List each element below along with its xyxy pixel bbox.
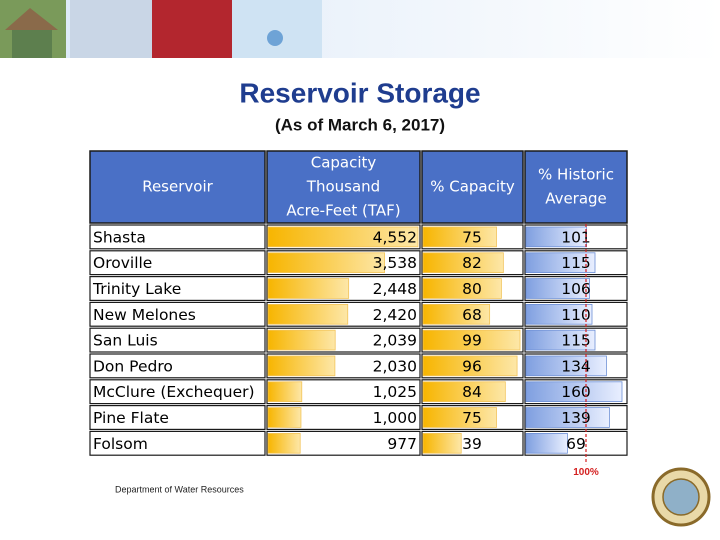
historic-bar [525, 303, 593, 325]
capacity-value: 2,448 [373, 280, 417, 298]
header-cell [89, 150, 266, 224]
reservoir-name: San Luis [93, 332, 158, 350]
title: Reservoir Storage [239, 77, 480, 108]
historic-value: 115 [561, 332, 591, 350]
percent-bar [422, 381, 506, 402]
historic-bar [525, 252, 596, 274]
header-text: Thousand [306, 178, 380, 196]
percent-value: 96 [462, 357, 482, 375]
cell [89, 430, 266, 456]
capacity-value: 4,552 [373, 228, 417, 246]
cell [89, 276, 266, 302]
percent-value: 75 [462, 228, 482, 246]
cell [89, 353, 266, 379]
capacity-bar [267, 329, 336, 351]
percent-value: 68 [462, 306, 482, 324]
percent-value: 84 [462, 383, 482, 401]
reservoir-name: Trinity Lake [92, 280, 181, 298]
header-cell [266, 150, 421, 224]
historic-value: 139 [561, 409, 591, 427]
footer: Department of Water Resources [115, 484, 244, 494]
percent-value: 80 [462, 280, 482, 298]
capacity-value: 2,030 [373, 357, 417, 375]
header-text: % Capacity [430, 178, 515, 196]
seal [651, 467, 711, 527]
cell [89, 224, 266, 250]
header-text: Capacity [311, 154, 377, 172]
capacity-bar [267, 226, 419, 248]
percent-value: 75 [462, 409, 482, 427]
historic-value: 101 [561, 228, 591, 246]
header-text: Reservoir [142, 178, 213, 196]
cell [266, 430, 421, 456]
cell [89, 301, 266, 327]
cell [89, 327, 266, 353]
percent-value: 82 [462, 254, 482, 272]
percent-bar [422, 432, 462, 454]
reservoir-name: Shasta [93, 228, 146, 246]
historic-value: 69 [566, 435, 586, 453]
percent-bar [422, 226, 497, 248]
subtitle: (As of March 6, 2017) [275, 115, 445, 134]
cell [89, 379, 266, 405]
capacity-bar [267, 355, 336, 377]
cell [89, 250, 266, 276]
percent-bar [422, 278, 502, 299]
capacity-value: 977 [387, 435, 417, 453]
percent-bar [422, 252, 504, 274]
capacity-bar [267, 303, 349, 325]
percent-value: 99 [462, 332, 482, 350]
reservoir-name: McClure (Exchequer) [93, 383, 255, 401]
capacity-bar [267, 407, 302, 428]
cell [89, 405, 266, 431]
historic-bar [525, 329, 596, 351]
capacity-bar [267, 432, 301, 454]
header-text: % Historic [538, 166, 614, 184]
reference-label: 100% [573, 467, 599, 478]
percent-value: 39 [462, 435, 482, 453]
historic-value: 106 [561, 280, 591, 298]
header-cell [421, 150, 524, 224]
reservoir-name: Pine Flate [93, 409, 169, 427]
cell [266, 379, 421, 405]
capacity-value: 2,039 [373, 332, 417, 350]
reservoir-name: Folsom [93, 435, 148, 453]
capacity-value: 1,025 [373, 383, 417, 401]
capacity-bar [267, 252, 385, 274]
header-text: Average [545, 190, 607, 208]
historic-value: 110 [561, 306, 591, 324]
historic-value: 160 [561, 383, 591, 401]
percent-bar [422, 407, 497, 428]
historic-value: 115 [561, 254, 591, 272]
cell [266, 405, 421, 431]
capacity-value: 1,000 [373, 409, 417, 427]
percent-bar [422, 303, 491, 325]
banner [0, 0, 720, 58]
reservoir-name: New Melones [93, 306, 196, 324]
percent-bar [422, 329, 521, 351]
historic-bar [525, 432, 568, 454]
historic-value: 134 [561, 357, 591, 375]
historic-bar [525, 407, 610, 428]
historic-bar [525, 278, 590, 299]
reservoir-name: Don Pedro [93, 357, 173, 375]
header-text: Acre-Feet (TAF) [286, 202, 400, 220]
capacity-value: 3,538 [373, 254, 417, 272]
reservoir-name: Oroville [93, 254, 152, 272]
capacity-bar [267, 381, 303, 402]
historic-bar [525, 381, 623, 402]
capacity-bar [267, 278, 350, 299]
capacity-value: 2,420 [373, 306, 417, 324]
percent-bar [422, 355, 518, 377]
header-cell [524, 150, 628, 224]
